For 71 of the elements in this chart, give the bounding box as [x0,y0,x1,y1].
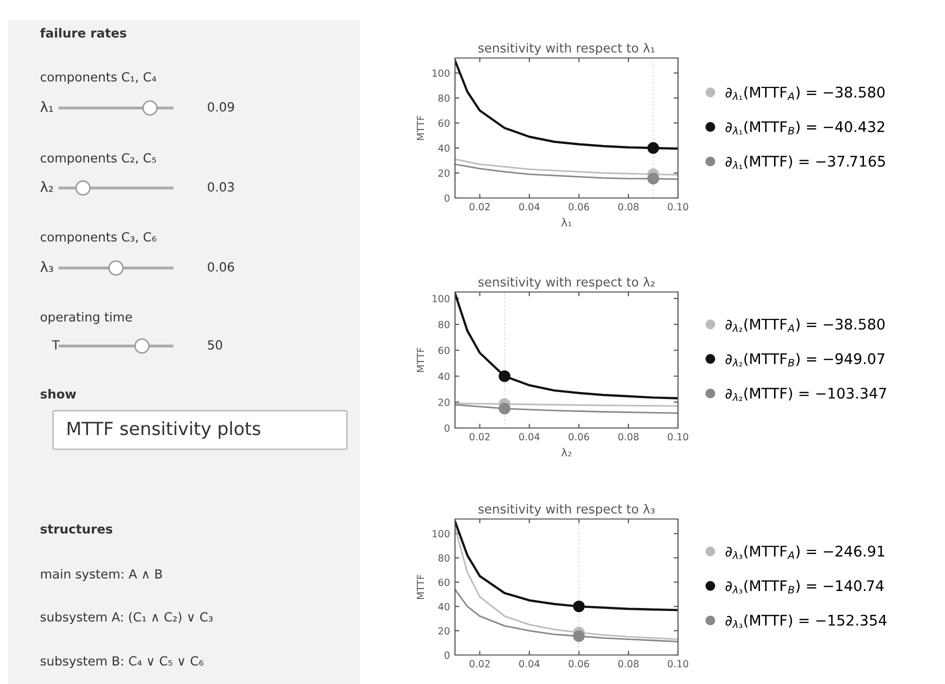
x-tick-label: 0.04 [519,433,540,440]
y-tick-label: 40 [438,372,450,380]
text: components C₁, C₄ [40,72,156,84]
y-tick-label: 0 [444,651,450,659]
y-tick-label: 100 [432,69,450,77]
x-tick-label: 0.10 [668,433,688,440]
chart-title: sensitivity with respect to λ₂ [478,276,654,290]
x-tick-label: 0.08 [618,433,639,440]
text: T [52,340,60,350]
x-tick-label: 0.06 [568,433,590,440]
chart-title: sensitivity with respect to λ₁ [478,42,655,56]
x-tick-label: 0.02 [470,203,490,210]
x-tick-label: 0.08 [618,660,639,668]
y-tick-label: 40 [438,602,450,610]
y-tick-label: 60 [438,578,450,586]
x-tick-label: 0.06 [568,203,590,210]
y-tick-label: 60 [438,346,450,354]
text: main system: A ∧ B [41,568,162,582]
text: λ₃ [40,261,54,272]
x-axis-title: λ₁ [561,218,572,226]
text: failure rates [40,28,126,38]
x-tick-label: 0.10 [668,660,688,668]
text: 0.06 [208,262,234,272]
legend-label: ∂$_{λ₂}$(MTTF) = −103.347 [726,387,886,401]
legend-label: ∂$_{λ₂}$(MTTF$_{A}$) = −38.580 [726,318,885,332]
text: components C₃, C₆ [40,232,156,244]
legend-label: ∂$_{λ₂}$(MTTF$_{B}$) = −949.07 [726,352,884,366]
legend-label: ∂$_{λ₃}$(MTTF) = −152.354 [726,614,886,628]
text: components C₂, C₅ [40,153,156,166]
chart-title: sensitivity with respect to λ₃ [478,504,655,516]
text: λ₂ [40,181,53,192]
text: λ₁ [40,101,54,112]
x-tick-label: 0.04 [519,203,540,210]
x-axis-title: λ₂ [561,448,572,456]
x-tick-label: 0.02 [470,660,490,668]
y-tick-label: 0 [444,194,450,202]
legend-label: ∂$_{λ₃}$(MTTF$_{A}$) = −246.91 [726,545,884,559]
y-tick-label: 80 [438,554,450,562]
line-series [455,404,678,414]
y-tick-label: 20 [438,398,450,406]
x-tick-label: 0.04 [519,660,540,668]
text: subsystem A: (C₁ ∧ C₂) ∨ C₃ [40,612,213,624]
legend-label: ∂$_{λ₁}$(MTTF$_{A}$) = −38.580 [726,86,885,100]
text: operating time [40,312,132,324]
text: structures [40,524,112,534]
y-tick-label: 40 [438,144,450,152]
text: show [40,388,76,399]
text: 0.09 [208,102,234,112]
x-tick-label: 0.08 [618,203,639,210]
y-tick-label: 100 [432,294,450,302]
legend-label: ∂$_{λ₁}$(MTTF$_{B}$) = −40.432 [726,120,884,134]
y-tick-label: 20 [438,169,450,177]
x-tick-label: 0.06 [568,660,590,668]
y-axis-title: MTTF [416,574,424,599]
y-tick-label: 100 [432,530,450,538]
legend-label: ∂$_{λ₃}$(MTTF$_{B}$) = −140.74 [726,580,884,594]
text: 0.03 [208,182,234,192]
text: 50 [208,340,222,350]
text: subsystem B: C₄ ∨ C₅ ∨ C₆ [40,656,204,668]
legend-label: ∂$_{λ₁}$(MTTF) = −37.7165 [726,155,885,169]
y-tick-label: 80 [438,320,450,328]
x-tick-label: 0.02 [470,433,490,440]
text: MTTF sensitivity plots [68,421,260,439]
y-tick-label: 20 [438,627,450,635]
x-tick-label: 0.10 [668,203,688,210]
y-tick-label: 60 [438,119,450,127]
y-axis-title: MTTF [416,116,424,140]
y-tick-label: 80 [438,94,450,102]
y-tick-label: 0 [444,424,450,432]
line-series [455,588,678,642]
y-axis-title: MTTF [416,348,424,372]
